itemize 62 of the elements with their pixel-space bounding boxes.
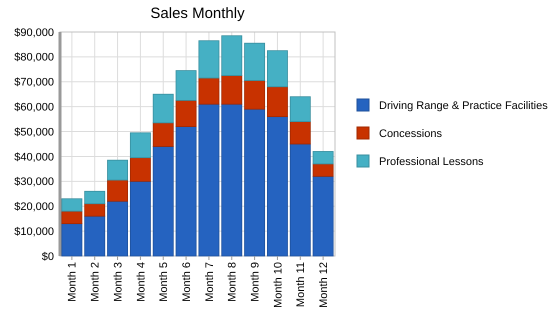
bar	[176, 100, 197, 127]
bar	[221, 75, 242, 105]
bar	[84, 190, 106, 204]
bar	[152, 94, 174, 124]
x-tick-label: Month 6	[180, 262, 193, 302]
y-tick-label: $40,000	[14, 151, 54, 164]
y-tick-label: $30,000	[14, 176, 54, 188]
bar	[198, 104, 220, 256]
legend-label: Concessions	[379, 128, 442, 140]
bar	[130, 157, 151, 182]
bar	[152, 146, 174, 256]
bar	[198, 78, 220, 105]
chart-title: Sales Monthly	[150, 5, 246, 22]
y-tick-label: $60,000	[14, 102, 54, 114]
y-tick-label: $0	[42, 250, 54, 263]
x-tick-label: Month 8	[226, 262, 239, 302]
bar	[266, 86, 288, 118]
x-tick-label: Month 12	[318, 262, 330, 308]
y-tick-label: $20,000	[14, 201, 54, 214]
legend-label: Professional Lessons	[379, 156, 484, 168]
bar	[221, 104, 242, 256]
x-tick-label: Month 7	[204, 262, 216, 302]
bar	[312, 176, 334, 256]
y-tick-label: $80,000	[14, 52, 54, 64]
y-tick-label: $70,000	[14, 76, 54, 89]
bar	[107, 180, 128, 202]
bar	[221, 35, 242, 76]
bar	[290, 121, 311, 144]
x-tick-label: Month 9	[249, 262, 262, 302]
bar	[312, 151, 334, 164]
bar	[107, 200, 128, 256]
bar	[244, 108, 266, 256]
bar	[152, 122, 174, 147]
bar	[244, 42, 266, 81]
bar	[61, 223, 82, 256]
bar	[130, 132, 151, 158]
bar	[290, 144, 311, 256]
bar	[266, 50, 288, 88]
x-tick-label: Month 2	[90, 262, 102, 302]
x-tick-label: Month 4	[135, 262, 148, 302]
bar	[130, 180, 151, 256]
x-tick-label: Month 1	[66, 262, 79, 302]
x-tick-label: Month 3	[112, 262, 124, 302]
bar	[84, 203, 106, 217]
legend-label: Driving Range & Practice Facilities	[379, 100, 548, 112]
bar	[244, 80, 266, 110]
y-tick-label: $90,000	[14, 26, 54, 39]
bar	[176, 70, 197, 101]
x-tick-label: Month 5	[158, 262, 170, 302]
bar	[312, 164, 334, 177]
bar	[61, 198, 82, 212]
x-tick-label: Month 10	[272, 262, 284, 308]
bar	[290, 96, 311, 122]
bar	[176, 126, 197, 256]
bar	[107, 160, 128, 180]
bar	[198, 40, 220, 78]
bar	[61, 210, 82, 224]
x-tick-label: Month 11	[295, 262, 308, 308]
bar	[84, 216, 106, 256]
y-tick-label: $10,000	[14, 226, 54, 238]
y-tick-label: $50,000	[14, 126, 54, 138]
bar	[266, 116, 288, 256]
